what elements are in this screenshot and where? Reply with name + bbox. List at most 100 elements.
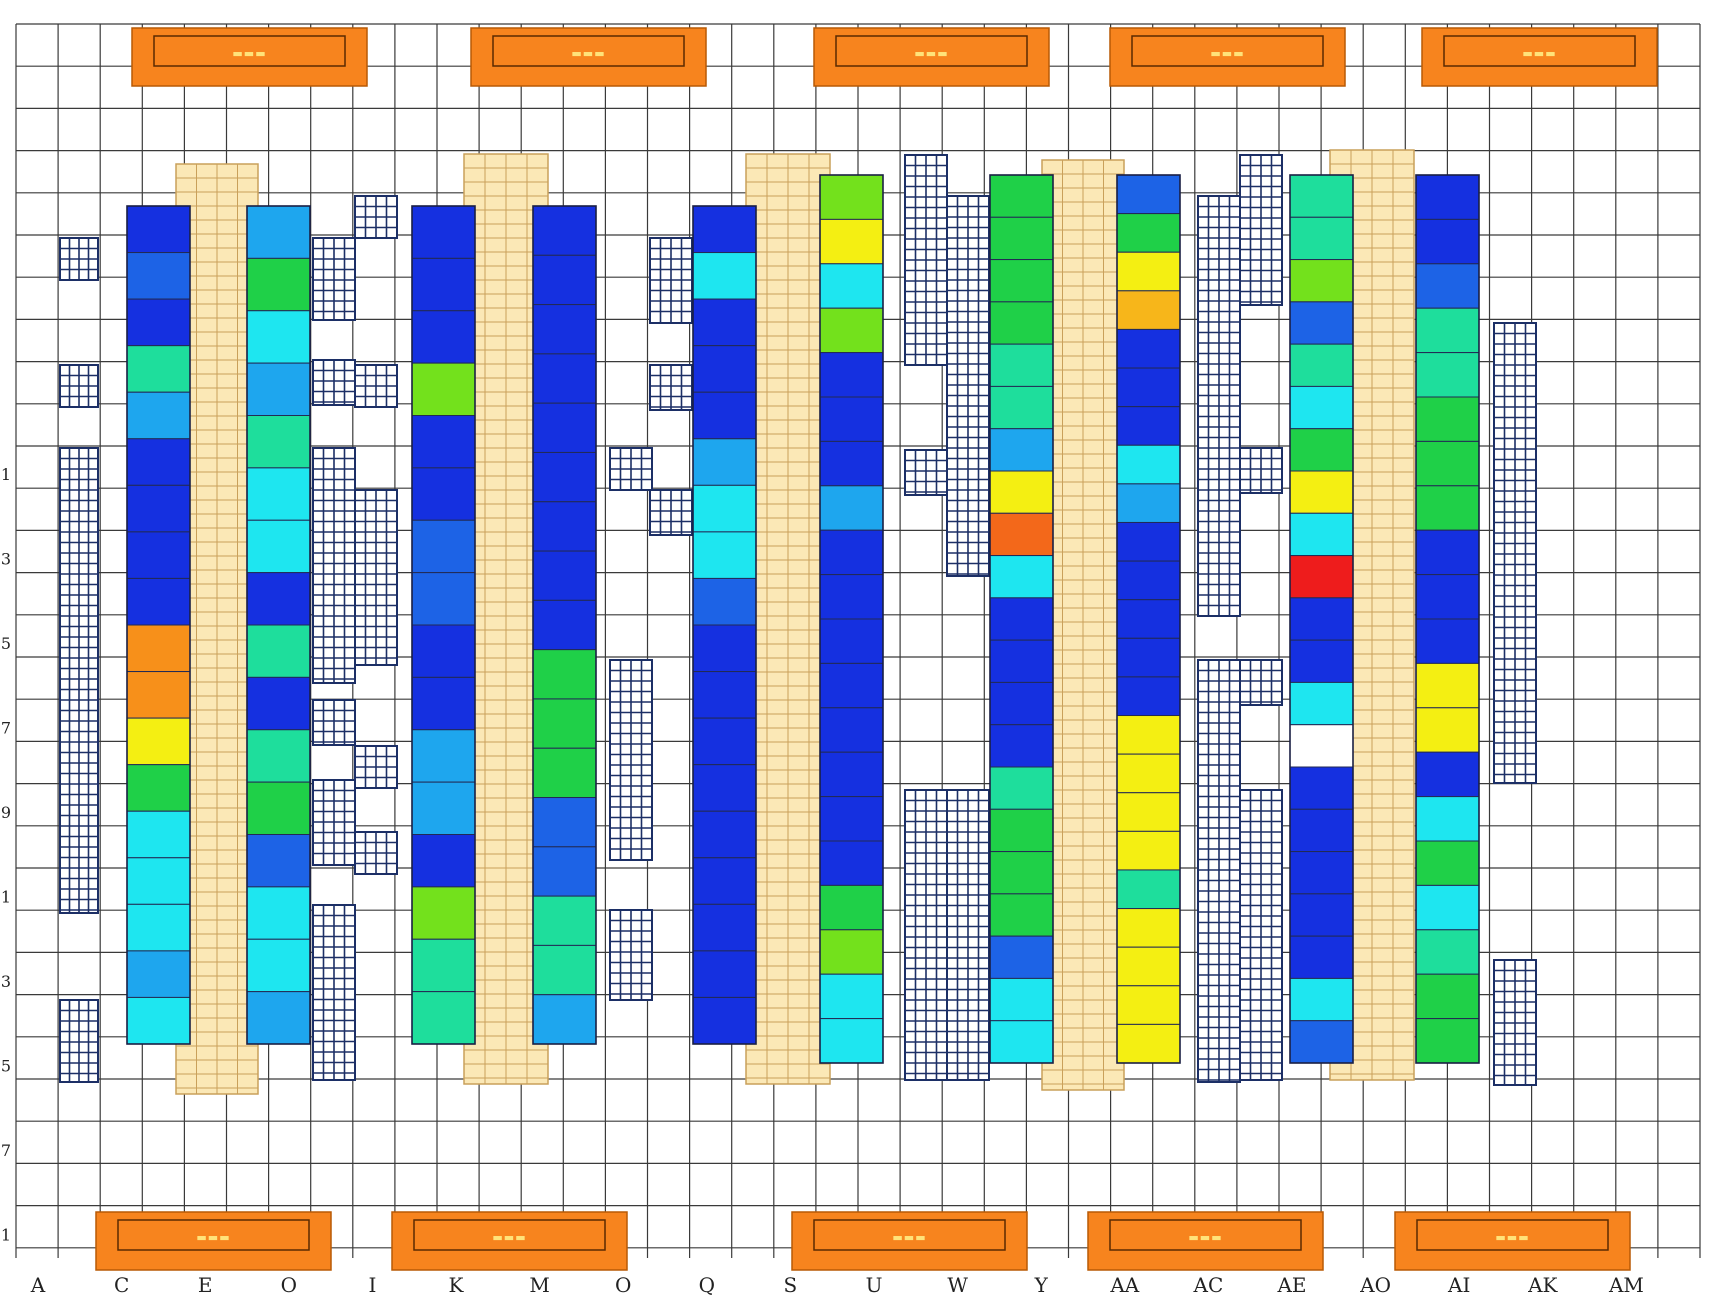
- column-cell: [989, 766, 1054, 810]
- column-cell: [819, 618, 884, 664]
- column-cell: [692, 577, 757, 626]
- column-cell: [411, 519, 476, 574]
- orange-block: ▬▬▬: [813, 27, 1050, 87]
- orange-block-inner-frame: [1416, 1219, 1609, 1251]
- column-cell: [692, 252, 757, 300]
- orange-block-inner-frame: [1109, 1219, 1302, 1251]
- column-cell: [692, 531, 757, 579]
- orange-block: ▬▬▬: [470, 27, 707, 87]
- column-cell: [989, 935, 1054, 979]
- fine-grid-patch: [312, 904, 356, 1081]
- orange-block-body: [470, 27, 707, 87]
- bottom-axis-label: K: [449, 1273, 465, 1296]
- column-cell: [692, 205, 757, 254]
- column-cell: [1289, 977, 1354, 1022]
- column-cell: [1415, 618, 1480, 664]
- column-cell: [989, 893, 1054, 937]
- column-cell: [819, 396, 884, 442]
- fine-grid-patch: [312, 447, 356, 684]
- column-cell: [1415, 884, 1480, 931]
- left-axis-label: 3: [1, 550, 11, 569]
- equipment-column: [819, 174, 884, 1064]
- column-cell: [246, 415, 311, 469]
- bottom-axis-label: O: [281, 1273, 297, 1296]
- fine-grid-patch: [946, 789, 990, 1081]
- orange-block-inner-frame: [835, 35, 1028, 67]
- column-cell: [532, 747, 597, 799]
- fine-grid-patch: [59, 447, 99, 914]
- column-cell: [819, 796, 884, 842]
- column-cell: [1289, 893, 1354, 937]
- fine-grid-patch: [59, 999, 99, 1083]
- equipment-column: [692, 205, 757, 1045]
- bottom-axis-label: S: [784, 1273, 798, 1296]
- column-cell: [246, 205, 311, 259]
- column-cell: [819, 440, 884, 487]
- fine-grid-patch: [904, 449, 948, 496]
- orange-block-body: [813, 27, 1050, 87]
- column-cell: [126, 950, 191, 998]
- column-cell: [126, 996, 191, 1045]
- fine-grid-patch: [59, 364, 99, 408]
- fine-grid-patch: [1493, 959, 1537, 1086]
- column-cell: [126, 764, 191, 812]
- bottom-axis-label: Y: [1034, 1273, 1049, 1296]
- equipment-column: [1415, 174, 1480, 1064]
- column-cell: [692, 484, 757, 533]
- fine-grid-patch: [312, 359, 356, 406]
- column-cell: [1116, 328, 1181, 369]
- column-cell: [692, 903, 757, 952]
- fine-grid-patch: [1239, 789, 1283, 1081]
- orange-block-inner-frame: [153, 35, 346, 67]
- column-cell: [411, 886, 476, 940]
- equipment-column: [1116, 174, 1181, 1064]
- column-cell: [126, 252, 191, 300]
- equipment-column: [246, 205, 311, 1045]
- column-cell: [1415, 529, 1480, 576]
- column-cell: [126, 717, 191, 766]
- column-cell: [532, 649, 597, 700]
- column-cell: [989, 512, 1054, 557]
- column-cell: [1289, 851, 1354, 895]
- column-cell: [1415, 174, 1480, 220]
- fine-grid-patch: [1197, 659, 1241, 1083]
- column-cell: [819, 307, 884, 354]
- left-axis-label: 1: [1, 465, 11, 484]
- orange-block-label: ▬▬▬: [1210, 47, 1244, 60]
- column-cell: [1289, 935, 1354, 979]
- column-cell: [1289, 681, 1354, 726]
- column-cell: [126, 391, 191, 440]
- column-cell: [1415, 396, 1480, 442]
- column-frame: [692, 205, 757, 1045]
- column-cell: [819, 218, 884, 265]
- fine-grid-patch: [354, 745, 398, 789]
- orange-block-inner-frame: [1131, 35, 1324, 67]
- orange-block-body: [391, 1211, 628, 1271]
- column-cell: [532, 944, 597, 996]
- column-cell: [1116, 985, 1181, 1025]
- equipment-column: [126, 205, 191, 1045]
- fine-grid-patch: [59, 237, 99, 281]
- bottom-axis-label: AE: [1276, 1273, 1306, 1296]
- bottom-axis-label: AO: [1359, 1273, 1391, 1296]
- column-cell: [1415, 662, 1480, 709]
- bottom-axis-label: AI: [1447, 1273, 1470, 1296]
- column-cell: [126, 484, 191, 533]
- column-cell: [1289, 724, 1354, 768]
- equipment-column: [1289, 174, 1354, 1064]
- column-cell: [989, 301, 1054, 345]
- column-cell: [1289, 174, 1354, 218]
- bottom-axis-label: Q: [699, 1273, 715, 1296]
- column-cell: [1289, 597, 1354, 641]
- left-axis-label: 1: [1, 1226, 11, 1245]
- column-cell: [1289, 385, 1354, 430]
- column-cell: [1415, 796, 1480, 842]
- orange-block-label: ▬▬▬: [232, 47, 266, 60]
- bottom-axis-label: AK: [1527, 1273, 1558, 1296]
- column-cell: [126, 438, 191, 486]
- column-cell: [1289, 639, 1354, 683]
- column-cell: [1116, 637, 1181, 678]
- column-cell: [819, 1018, 884, 1064]
- column-cell: [1415, 352, 1480, 398]
- bottom-axis-label: I: [368, 1273, 376, 1296]
